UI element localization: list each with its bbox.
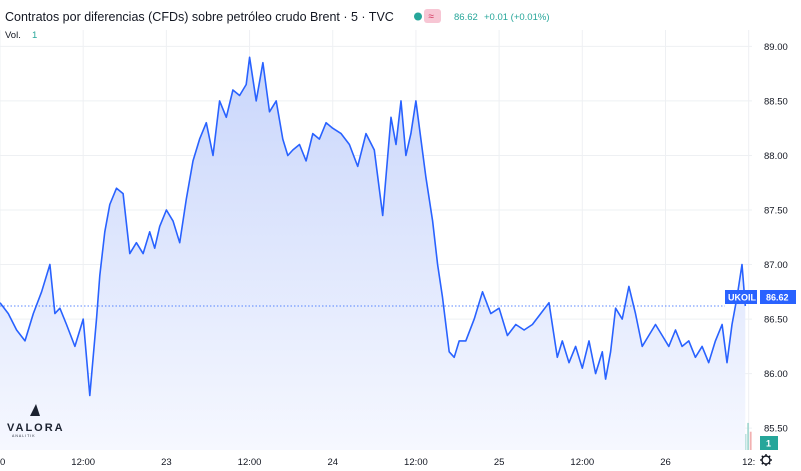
y-tick-label-6: 86.00 [764, 369, 788, 380]
volume-bar [744, 433, 747, 450]
y-tick-label-2: 88.00 [764, 151, 788, 162]
x-tick-label-5: 12:00 [404, 457, 428, 468]
y-tick-label-4: 87.00 [764, 260, 788, 271]
x-axis-ticks: 0 12:00 23 12:00 24 12:00 25 12:00 26 12: [0, 457, 755, 468]
equals-glyph: ≈ [429, 12, 435, 23]
volume-bar [747, 422, 749, 450]
y-tick-label-0: 89.00 [764, 42, 788, 53]
vol-label: Vol. [5, 30, 21, 41]
x-tick-label-9: 12: [742, 457, 755, 468]
x-tick-label-8: 26 [660, 457, 671, 468]
vol-value: 1 [32, 30, 37, 41]
y-tick-label-1: 88.50 [764, 96, 788, 107]
x-tick-label-0: 0 [0, 457, 5, 468]
ticker-badge-text: UKOIL [728, 293, 757, 303]
x-tick-label-4: 24 [327, 457, 338, 468]
x-tick-label-2: 23 [161, 457, 172, 468]
ticker-badge [725, 290, 757, 304]
y-axis-ticks: 89.00 88.50 88.00 87.50 87.00 86.50 86.00 85.50 [764, 42, 788, 435]
volume-bar [749, 431, 752, 450]
status-dot-icon [414, 12, 422, 21]
settings-gear-icon[interactable] [760, 454, 772, 466]
price-badge [760, 290, 796, 304]
y-tick-label-7: 85.50 [764, 424, 788, 435]
chart-title: Contratos por diferencias (CFDs) sobre p… [5, 10, 394, 24]
price-line[interactable] [0, 56, 747, 397]
price-area-fill [0, 57, 746, 451]
volume-badge-text: 1 [766, 439, 771, 449]
x-tick-label-3: 12:00 [238, 457, 262, 468]
y-tick-label-3: 87.50 [764, 206, 788, 217]
header-last-value: 86.62 [454, 12, 478, 23]
volume-badge [760, 436, 778, 450]
x-tick-label-6: 25 [494, 457, 505, 468]
x-tick-label-1: 12:00 [71, 457, 95, 468]
y-tick-label-5: 86.50 [764, 315, 788, 326]
compare-icon[interactable] [424, 9, 441, 23]
header-change: +0.01 (+0.01%) [484, 12, 550, 23]
svg-text:VALORA: VALORA [7, 422, 65, 434]
svg-text:ANALITIK: ANALITIK [12, 434, 36, 438]
price-badge-text: 86.62 [766, 293, 789, 303]
x-tick-label-7: 12:00 [570, 457, 594, 468]
valora-logo: VALORA ANALITIK [7, 404, 65, 438]
